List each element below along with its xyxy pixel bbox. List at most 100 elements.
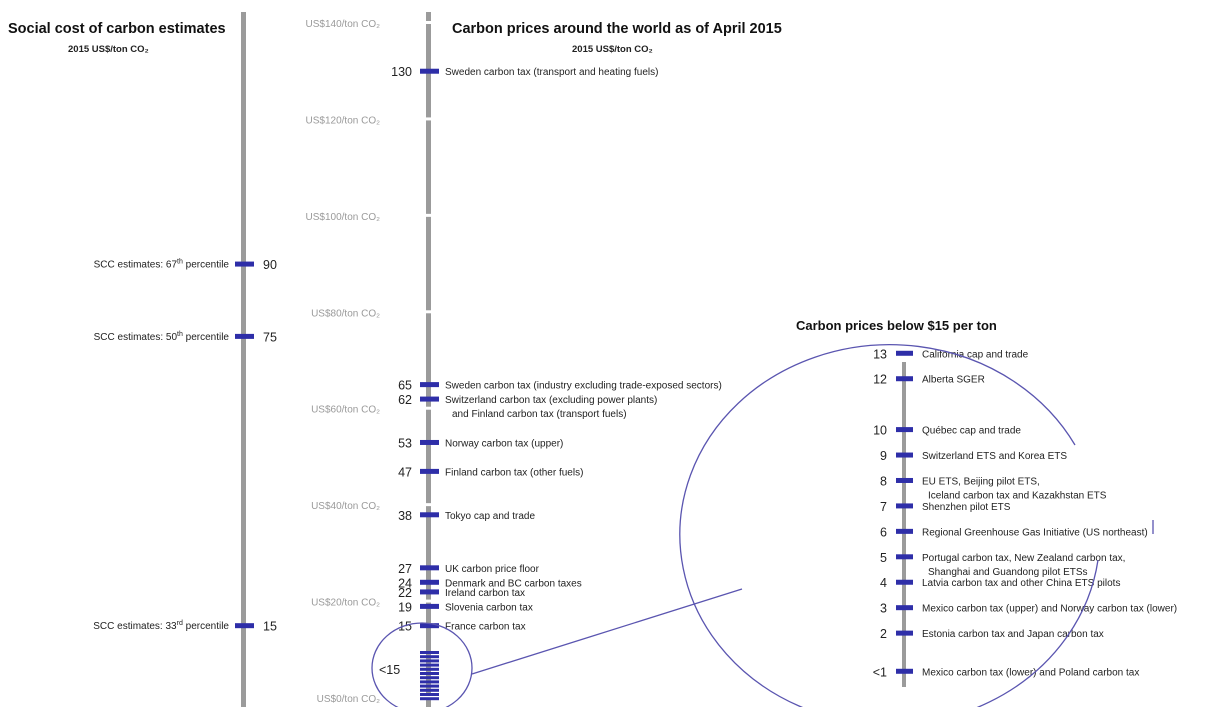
inset-label-line2: Shanghai and Guandong pilot ETSs bbox=[928, 567, 1088, 578]
inset-value: 12 bbox=[873, 373, 887, 387]
axis-gap bbox=[426, 310, 431, 314]
price-value: 24 bbox=[398, 576, 412, 590]
axis-gap bbox=[426, 406, 431, 410]
inset-value: 5 bbox=[880, 551, 887, 565]
price-value: 15 bbox=[398, 620, 412, 634]
price-value: 47 bbox=[398, 465, 412, 479]
scc-label-text: percentile bbox=[183, 260, 230, 271]
scc-label: SCC estimates: 33rd percentile bbox=[93, 620, 229, 632]
price-value: 22 bbox=[398, 586, 412, 600]
scc-label-text: SCC estimates: 33 bbox=[93, 621, 177, 632]
scc-label-sup: th bbox=[177, 331, 183, 338]
cluster-mark bbox=[420, 697, 439, 701]
price-value: 53 bbox=[398, 436, 412, 450]
axis-gap bbox=[426, 117, 431, 121]
inset-label: Mexico carbon tax (upper) and Norway car… bbox=[922, 604, 1177, 615]
left-subtitle: 2015 US$/ton CO₂ bbox=[68, 44, 149, 55]
price-label: UK carbon price floor bbox=[445, 564, 540, 575]
scc-mark bbox=[235, 333, 254, 339]
inset-label: Mexico carbon tax (lower) and Poland car… bbox=[922, 667, 1139, 678]
axis-tick-label: US$20/ton CO₂ bbox=[311, 598, 380, 609]
cluster-mark bbox=[420, 651, 439, 654]
inset-label: Québec cap and trade bbox=[922, 426, 1021, 437]
price-mark bbox=[420, 382, 439, 388]
inset-label: California cap and trade bbox=[922, 349, 1029, 360]
price-mark bbox=[420, 623, 439, 629]
price-label: Switzerland carbon tax (excluding power … bbox=[445, 395, 657, 406]
price-mark bbox=[420, 468, 439, 474]
scc-label: SCC estimates: 50th percentile bbox=[94, 331, 230, 343]
price-value: 65 bbox=[398, 379, 412, 393]
scc-mark bbox=[235, 623, 254, 629]
main-axis-bar bbox=[426, 12, 431, 707]
axis-tick-label: US$120/ton CO₂ bbox=[306, 115, 381, 126]
inset-title: Carbon prices below $15 per ton bbox=[796, 318, 997, 333]
price-label: Tokyo cap and trade bbox=[445, 511, 535, 522]
cluster-mark bbox=[420, 667, 439, 671]
price-label: Slovenia carbon tax bbox=[445, 602, 533, 613]
inset-label-line2: Iceland carbon tax and Kazakhstan ETS bbox=[928, 490, 1107, 501]
axis-gap bbox=[426, 599, 431, 603]
main-subtitle: 2015 US$/ton CO₂ bbox=[572, 44, 653, 55]
price-mark bbox=[420, 579, 439, 585]
price-mark bbox=[420, 439, 439, 445]
cluster-mark bbox=[420, 680, 439, 684]
cluster-mark bbox=[420, 672, 439, 675]
inset-value: 4 bbox=[880, 576, 887, 590]
inset-value: 9 bbox=[880, 449, 887, 463]
inset-mark bbox=[896, 477, 913, 483]
cluster-mark bbox=[420, 655, 439, 659]
inset-mark bbox=[896, 579, 913, 585]
price-mark bbox=[420, 396, 439, 402]
scc-label-text: SCC estimates: 67 bbox=[94, 260, 178, 271]
cluster-mark bbox=[420, 688, 439, 692]
price-mark bbox=[420, 589, 439, 595]
inset-price-marks: 13 California cap and trade 12 Alberta SGER… bbox=[873, 347, 1177, 679]
axis-gap bbox=[426, 213, 431, 217]
scc-label-sup: rd bbox=[177, 620, 183, 627]
cluster-marks bbox=[420, 651, 439, 701]
scc-value: 90 bbox=[263, 258, 277, 272]
price-label: Finland carbon tax (other fuels) bbox=[445, 467, 583, 478]
inset-label: Alberta SGER bbox=[922, 375, 985, 386]
inset-value: 3 bbox=[880, 602, 887, 616]
axis-gap bbox=[426, 503, 431, 507]
scc-value: 15 bbox=[263, 620, 277, 634]
inset-value: 2 bbox=[880, 627, 887, 641]
zoom-circle-small bbox=[371, 622, 473, 707]
left-axis-bar bbox=[241, 12, 246, 707]
price-mark bbox=[420, 603, 439, 609]
price-mark bbox=[420, 68, 439, 74]
price-label: Denmark and BC carbon taxes bbox=[445, 578, 582, 589]
inset-mark bbox=[896, 668, 913, 674]
inset-label: Regional Greenhouse Gas Initiative (US n… bbox=[922, 527, 1148, 538]
inset-label: EU ETS, Beijing pilot ETS, bbox=[922, 476, 1040, 487]
below-15-label: <15 bbox=[379, 663, 400, 677]
scc-label: SCC estimates: 67th percentile bbox=[94, 259, 230, 271]
price-label: France carbon tax bbox=[445, 622, 526, 633]
inset-mark bbox=[896, 376, 913, 382]
inset-value: 7 bbox=[880, 500, 887, 514]
price-mark bbox=[420, 512, 439, 518]
zoom-connector-line bbox=[471, 588, 743, 675]
inset-value: 10 bbox=[873, 424, 887, 438]
left-title: Social cost of carbon estimates bbox=[8, 21, 226, 37]
cluster-mark bbox=[420, 663, 439, 667]
inset-label: Latvia carbon tax and other China ETS pi… bbox=[922, 578, 1120, 589]
inset-mark bbox=[896, 630, 913, 636]
price-value: 38 bbox=[398, 509, 412, 523]
axis-tick-label: US$80/ton CO₂ bbox=[311, 308, 380, 319]
price-label: Sweden carbon tax (transport and heating… bbox=[445, 67, 658, 78]
inset-mark bbox=[896, 503, 913, 509]
inset-label: Estonia carbon tax and Japan carbon tax bbox=[922, 629, 1104, 640]
inset-mark bbox=[896, 605, 913, 611]
scc-mark bbox=[235, 261, 254, 267]
price-value: 27 bbox=[398, 562, 412, 576]
axis-tick-label: US$140/ton CO₂ bbox=[306, 19, 381, 30]
inset-label: Portugal carbon tax, New Zealand carbon … bbox=[922, 553, 1125, 564]
price-label: Ireland carbon tax bbox=[445, 588, 525, 599]
axis-tick-label: US$40/ton CO₂ bbox=[311, 501, 380, 512]
scc-label-sup: th bbox=[177, 259, 183, 266]
